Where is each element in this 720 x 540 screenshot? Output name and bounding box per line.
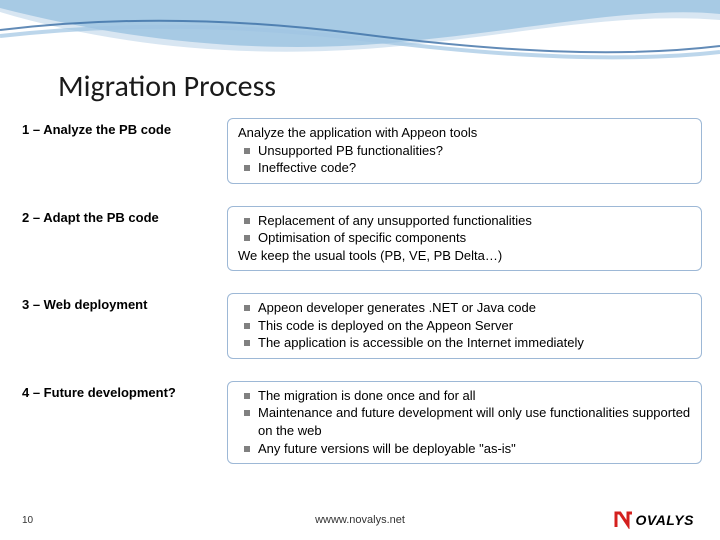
bullet-line: The application is accessible on the Int…	[238, 334, 691, 352]
bullet-line: Ineffective code?	[238, 159, 691, 177]
bullet-text: Optimisation of specific components	[258, 229, 466, 247]
bullet-icon	[244, 305, 250, 311]
bullet-text: Ineffective code?	[258, 159, 356, 177]
bullet-line: Any future versions will be deployable "…	[238, 440, 691, 458]
bullet-text: Appeon developer generates .NET or Java …	[258, 299, 536, 317]
bullet-text: Any future versions will be deployable "…	[258, 440, 516, 458]
bullet-line: This code is deployed on the Appeon Serv…	[238, 317, 691, 335]
bullet-line: Optimisation of specific components	[238, 229, 691, 247]
plain-line: We keep the usual tools (PB, VE, PB Delt…	[238, 247, 691, 265]
novalys-logo: OVALYS	[614, 511, 695, 529]
plain-line: Analyze the application with Appeon tool…	[238, 124, 691, 142]
bullet-text: Maintenance and future development will …	[258, 404, 691, 439]
content-area: 1 – Analyze the PB code Analyze the appl…	[22, 118, 702, 486]
step-row: 4 – Future development? The migration is…	[22, 381, 702, 464]
bullet-icon	[244, 393, 250, 399]
step-row: 3 – Web deployment Appeon developer gene…	[22, 293, 702, 359]
logo-text: OVALYS	[636, 512, 695, 528]
bullet-line: Appeon developer generates .NET or Java …	[238, 299, 691, 317]
step-box: Appeon developer generates .NET or Java …	[227, 293, 702, 359]
step-label: 3 – Web deployment	[22, 293, 227, 312]
bullet-icon	[244, 340, 250, 346]
bullet-icon	[244, 165, 250, 171]
bullet-line: Replacement of any unsupported functiona…	[238, 212, 691, 230]
step-label: 1 – Analyze the PB code	[22, 118, 227, 137]
bullet-text: This code is deployed on the Appeon Serv…	[258, 317, 513, 335]
bullet-text: Replacement of any unsupported functiona…	[258, 212, 532, 230]
bullet-icon	[244, 235, 250, 241]
step-row: 1 – Analyze the PB code Analyze the appl…	[22, 118, 702, 184]
bullet-text: The migration is done once and for all	[258, 387, 476, 405]
bullet-text: Unsupported PB functionalities?	[258, 142, 443, 160]
bullet-line: The migration is done once and for all	[238, 387, 691, 405]
slide-title: Migration Process	[58, 68, 276, 105]
bullet-icon	[244, 446, 250, 452]
bullet-icon	[244, 410, 250, 416]
step-label: 4 – Future development?	[22, 381, 227, 400]
bullet-icon	[244, 218, 250, 224]
step-row: 2 – Adapt the PB code Replacement of any…	[22, 206, 702, 272]
step-box: Analyze the application with Appeon tool…	[227, 118, 702, 184]
bullet-icon	[244, 148, 250, 154]
bullet-line: Maintenance and future development will …	[238, 404, 691, 439]
step-box: The migration is done once and for allMa…	[227, 381, 702, 464]
step-label: 2 – Adapt the PB code	[22, 206, 227, 225]
bullet-icon	[244, 323, 250, 329]
footer-url: wwww.novalys.net	[315, 514, 405, 526]
bullet-text: The application is accessible on the Int…	[258, 334, 584, 352]
page-number: 10	[22, 515, 33, 526]
step-box: Replacement of any unsupported functiona…	[227, 206, 702, 272]
bullet-line: Unsupported PB functionalities?	[238, 142, 691, 160]
